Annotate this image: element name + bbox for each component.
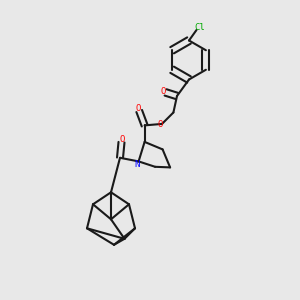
Text: O: O	[119, 135, 125, 144]
Text: N: N	[134, 160, 140, 169]
Text: Cl: Cl	[195, 23, 206, 32]
Text: O: O	[158, 120, 163, 129]
Text: O: O	[160, 87, 166, 96]
Text: O: O	[135, 104, 140, 113]
